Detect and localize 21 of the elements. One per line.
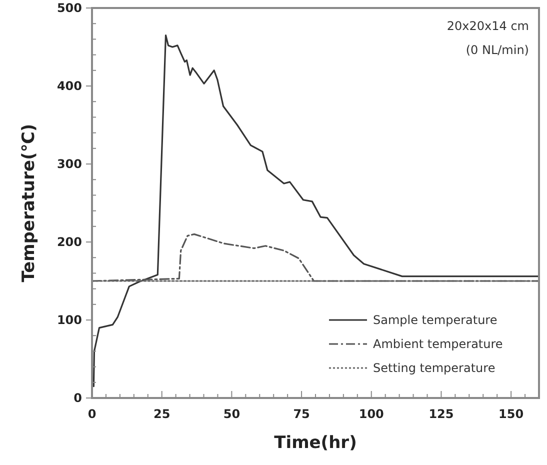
y-tick-label: 500 (56, 1, 82, 16)
x-tick-label: 150 (498, 407, 524, 421)
annotation: (0 NL/min) (466, 43, 529, 57)
annotation: 20x20x14 cm (446, 19, 529, 33)
legend-label: Ambient temperature (373, 337, 503, 352)
y-axis-title: Temperature(℃) (19, 124, 39, 282)
line-series (92, 34, 540, 388)
y-tick-label: 0 (74, 391, 82, 406)
x-axis-title: Time(hr) (274, 433, 357, 453)
y-tick-label: 300 (56, 157, 82, 172)
y-tick-label: 100 (56, 313, 82, 328)
y-tick-label: 400 (56, 79, 82, 94)
legend-label: Setting temperature (373, 361, 496, 376)
x-tick-label: 25 (153, 407, 170, 421)
x-tick-label: 50 (223, 407, 240, 421)
x-tick-label: 100 (358, 407, 384, 421)
y-tick-label: 200 (56, 235, 82, 250)
x-tick-label: 0 (88, 407, 96, 421)
legend-label: Sample temperature (373, 313, 498, 328)
x-tick-label: 75 (293, 407, 310, 421)
x-tick-label: 125 (428, 407, 454, 421)
